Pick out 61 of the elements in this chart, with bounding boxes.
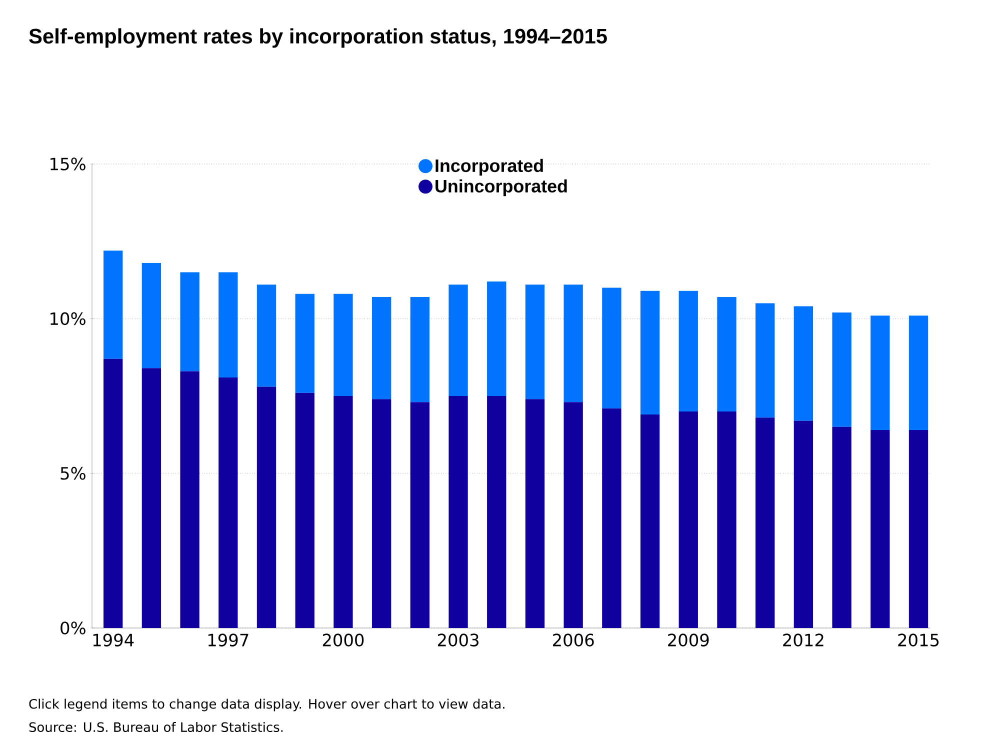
bar: [448, 396, 468, 628]
bar: [832, 426, 852, 628]
source-note: Source: U.S. Bureau of Labor Statistics.: [29, 722, 283, 732]
bar: [756, 303, 775, 418]
bar: [794, 306, 814, 421]
bar: [410, 402, 430, 628]
bar: [870, 430, 890, 628]
bar: [678, 411, 698, 628]
bar: [525, 399, 545, 628]
x-tick-label: 2000: [322, 634, 364, 646]
bar: [256, 284, 276, 387]
bar: [180, 272, 200, 372]
bar: [487, 282, 506, 396]
bar: [180, 371, 200, 628]
bar: [410, 297, 430, 402]
x-tick-label: 1997: [208, 634, 248, 646]
legend-label: Incorporated: [436, 158, 543, 176]
x-tick-label: 2003: [438, 634, 478, 646]
text: Click legend items to change data display. Hover over chart to view data.: [29, 698, 504, 712]
bar: [564, 402, 583, 628]
y-tick-label: 0%: [60, 622, 86, 634]
bar: [794, 420, 814, 628]
bar: [334, 294, 353, 396]
bar: [525, 284, 545, 400]
bar: [870, 316, 890, 430]
bar: [908, 316, 928, 430]
y-tick-label: 15%: [50, 158, 86, 170]
bar: [334, 396, 353, 628]
bar: [104, 250, 123, 359]
bar: [295, 294, 314, 393]
bar: [372, 297, 392, 400]
bar: [602, 408, 622, 628]
bar: [717, 297, 736, 412]
bar: [142, 368, 162, 628]
bar: [640, 414, 660, 628]
bar: [564, 284, 583, 402]
x-tick-label: 2009: [668, 634, 709, 646]
bar: [448, 284, 468, 396]
bar: [602, 288, 622, 408]
bar: [372, 399, 392, 628]
bar: [678, 290, 698, 412]
x-tick-label: 2012: [783, 634, 824, 646]
bar: [142, 262, 162, 368]
bar: [640, 290, 660, 415]
bar: [218, 377, 238, 628]
bar: [104, 358, 123, 628]
x-tick-label: 2006: [553, 634, 594, 646]
x-tick-label: 2015: [898, 634, 939, 646]
bar: [487, 396, 506, 628]
y-tick-label: 10%: [50, 312, 86, 326]
x-tick-label: 1994: [93, 634, 134, 646]
bar: [717, 411, 736, 628]
bar: [256, 386, 276, 628]
bar: [908, 430, 928, 628]
bar: [295, 392, 314, 628]
bar: [832, 312, 852, 427]
legend-label: Unincorporated: [436, 179, 567, 196]
bar: [756, 418, 775, 628]
chart-title: Self-employment rates by incorporation status, 1994–2015: [29, 28, 607, 48]
y-tick-label: 5%: [60, 466, 86, 480]
bar: [218, 272, 238, 378]
